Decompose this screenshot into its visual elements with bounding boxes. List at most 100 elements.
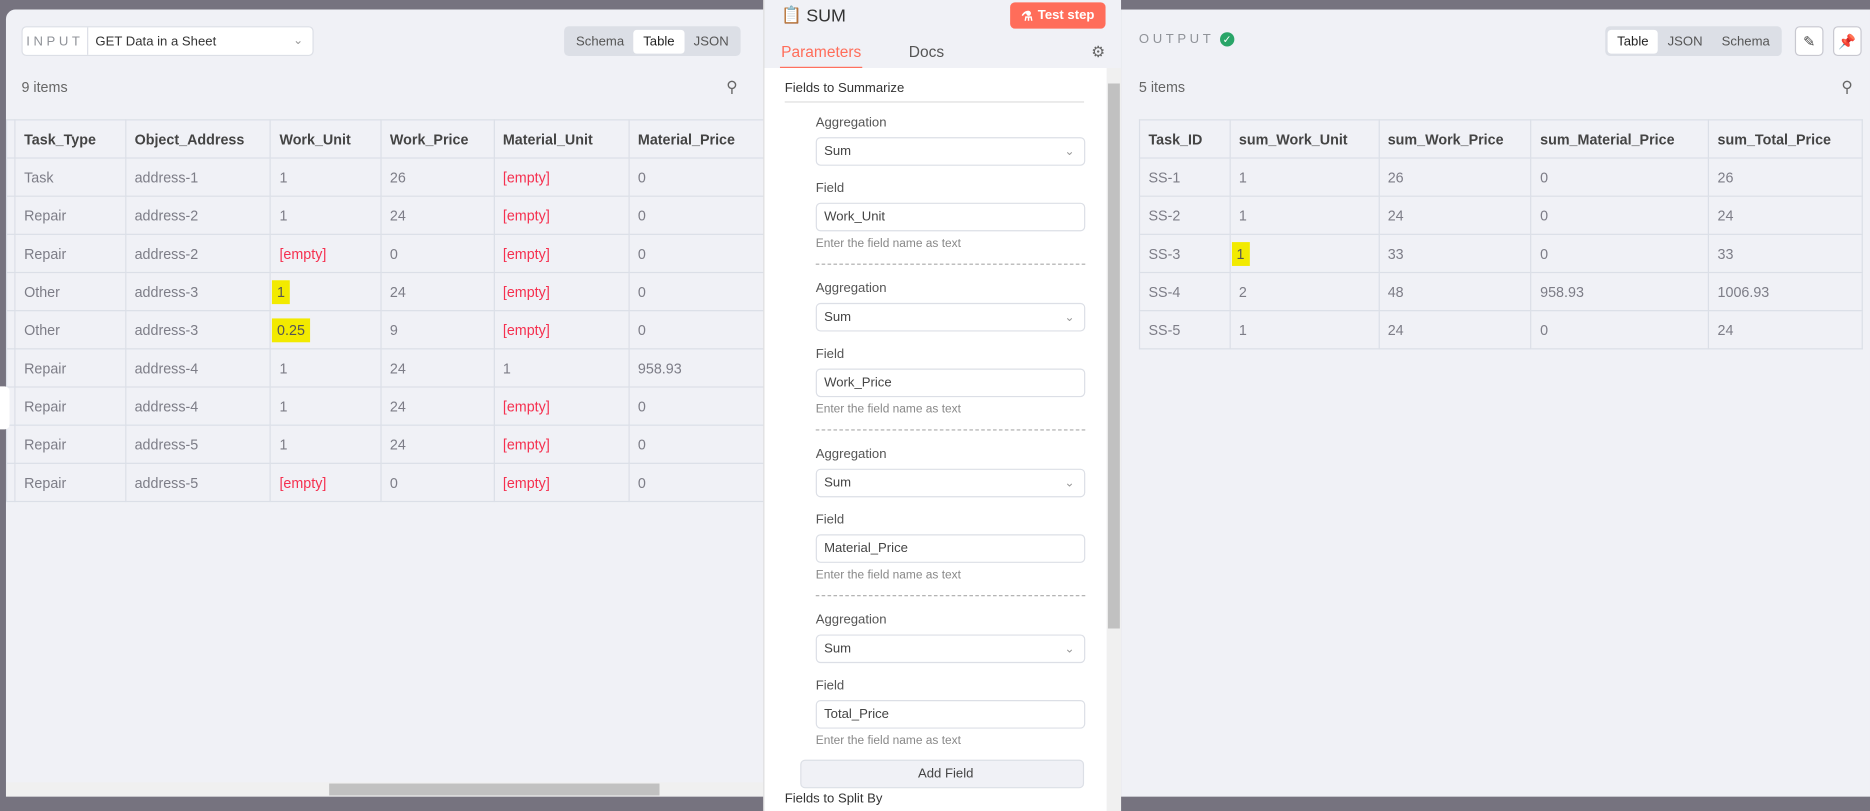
table-cell: address-5 — [125, 424, 272, 464]
gear-icon[interactable]: ⚙ — [1091, 42, 1106, 61]
aggregation-label: Aggregation — [815, 447, 887, 462]
output-table: Task_ID sum_Work_Unit sum_Work_Price sum_Ma… — [1138, 119, 1863, 350]
table-cell: 1 — [269, 386, 382, 426]
table-cell: 1 — [1229, 310, 1380, 350]
table-cell: 0 — [1530, 233, 1710, 274]
split-by-section-title: Fields to Split By — [784, 791, 883, 807]
table-cell: 24 — [1378, 310, 1532, 350]
chevron-down-icon: ⌄ — [293, 34, 304, 48]
table-cell: 24 — [380, 386, 495, 426]
horizontal-scrollbar[interactable] — [5, 782, 765, 797]
table-cell: [empty] — [269, 462, 382, 503]
group-divider — [815, 429, 1086, 431]
aggregation-value: Sum — [824, 641, 852, 656]
table-cell: [empty] — [493, 424, 630, 464]
aggregation-value: Sum — [824, 475, 852, 491]
table-cell: Repair — [14, 386, 127, 426]
add-field-button[interactable]: Add Field — [800, 759, 1085, 789]
table-cell: 0 — [628, 233, 765, 274]
field-label: Field — [815, 512, 845, 528]
table-cell: 24 — [380, 271, 495, 312]
input-source-select[interactable]: INPUT GET Data in a Sheet ⌄ — [21, 26, 314, 57]
table-cell: Repair — [14, 348, 127, 388]
field-hint: Enter the field name as text — [815, 734, 961, 748]
input-item-count: 9 items — [21, 78, 68, 96]
highlighted-value: 0.25 — [272, 317, 310, 342]
input-view-table[interactable]: Table — [633, 29, 685, 54]
output-view-schema[interactable]: Schema — [1721, 33, 1770, 49]
highlighted-value: 1 — [1231, 241, 1250, 266]
parameters-body: Fields to Summarize Aggregation Sum ⌄ Fie… — [764, 67, 1107, 811]
aggregation-select[interactable]: Sum ⌄ — [815, 302, 1086, 332]
test-step-label: Test step — [1037, 8, 1095, 23]
scrollbar-thumb[interactable] — [329, 783, 660, 796]
table-cell: 24 — [380, 195, 495, 235]
flask-icon: ⚗ — [1021, 8, 1034, 24]
node-handle[interactable] — [0, 386, 10, 430]
test-step-button[interactable]: ⚗ Test step — [1010, 2, 1106, 29]
input-view-json[interactable]: JSON — [693, 33, 729, 49]
column-header: Task_ID — [1138, 119, 1231, 159]
column-header: Material_Price — [628, 119, 765, 159]
input-view-schema[interactable]: Schema — [576, 33, 625, 49]
edit-pencil-icon[interactable]: ✎ — [1794, 26, 1824, 57]
pin-icon[interactable]: 📌 — [1833, 26, 1862, 57]
table-cell: address-2 — [125, 195, 272, 235]
chevron-down-icon: ⌄ — [1064, 642, 1075, 656]
table-cell: 0 — [628, 424, 765, 464]
table-row: SS-1 1 26 0 26 — [1138, 157, 1863, 197]
aggregation-select[interactable]: Sum ⌄ — [815, 468, 1086, 498]
highlighted-value: 1 — [272, 279, 290, 304]
row-gutter — [5, 462, 16, 503]
tab-parameters[interactable]: Parameters — [779, 43, 863, 70]
input-label: INPUT — [23, 27, 89, 55]
aggregation-select[interactable]: Sum ⌄ — [815, 634, 1086, 664]
table-cell: 33 — [1378, 233, 1532, 274]
row-gutter — [5, 271, 16, 312]
search-icon[interactable]: ⚲ — [1841, 77, 1853, 96]
row-gutter — [5, 424, 16, 464]
table-cell: 0 — [628, 157, 765, 197]
column-header: Object_Address — [125, 119, 272, 159]
table-row: SS-5 1 24 0 24 — [1138, 310, 1863, 350]
table-cell: 0 — [628, 195, 765, 235]
field-input[interactable]: Total_Price — [815, 700, 1086, 729]
chevron-down-icon: ⌄ — [1064, 310, 1075, 324]
table-cell: [empty] — [493, 233, 630, 274]
aggregation-label: Aggregation — [815, 281, 887, 296]
table-cell: 24 — [1707, 195, 1863, 235]
table-cell: [empty] — [493, 271, 630, 312]
table-cell: 0 — [380, 233, 495, 274]
output-item-count: 5 items — [1138, 78, 1186, 96]
field-input[interactable]: Work_Unit — [815, 202, 1086, 232]
table-cell: 1006.93 — [1707, 271, 1863, 312]
field-input[interactable]: Material_Price — [815, 534, 1086, 563]
table-cell: 0 — [628, 462, 765, 503]
summarize-field-group: Aggregation Sum ⌄ Field Material_Price En… — [815, 444, 1086, 605]
tab-docs[interactable]: Docs — [908, 42, 945, 61]
table-cell: Repair — [14, 195, 127, 235]
row-gutter — [5, 157, 16, 197]
table-cell: 1 — [1229, 195, 1380, 235]
aggregation-select[interactable]: Sum ⌄ — [815, 137, 1086, 166]
table-cell: 0 — [1530, 195, 1710, 235]
search-icon[interactable]: ⚲ — [726, 77, 738, 96]
table-cell: 24 — [1707, 310, 1863, 350]
row-gutter — [5, 233, 16, 274]
vertical-scrollbar[interactable] — [1106, 67, 1122, 811]
table-cell: SS-2 — [1138, 195, 1231, 235]
table-cell: address-4 — [125, 386, 272, 426]
input-view-toggle: Schema Table JSON — [564, 26, 741, 57]
output-view-table[interactable]: Table — [1607, 29, 1659, 54]
row-gutter — [5, 195, 16, 235]
scrollbar-thumb[interactable] — [1107, 83, 1120, 629]
aggregation-label: Aggregation — [815, 612, 887, 628]
table-cell: 2 — [1229, 271, 1380, 312]
field-input[interactable]: Work_Price — [815, 368, 1086, 398]
table-cell: 1 — [493, 348, 630, 388]
column-header: Task_Type — [14, 119, 127, 159]
output-view-json[interactable]: JSON — [1667, 33, 1703, 49]
table-cell: SS-5 — [1138, 310, 1231, 350]
